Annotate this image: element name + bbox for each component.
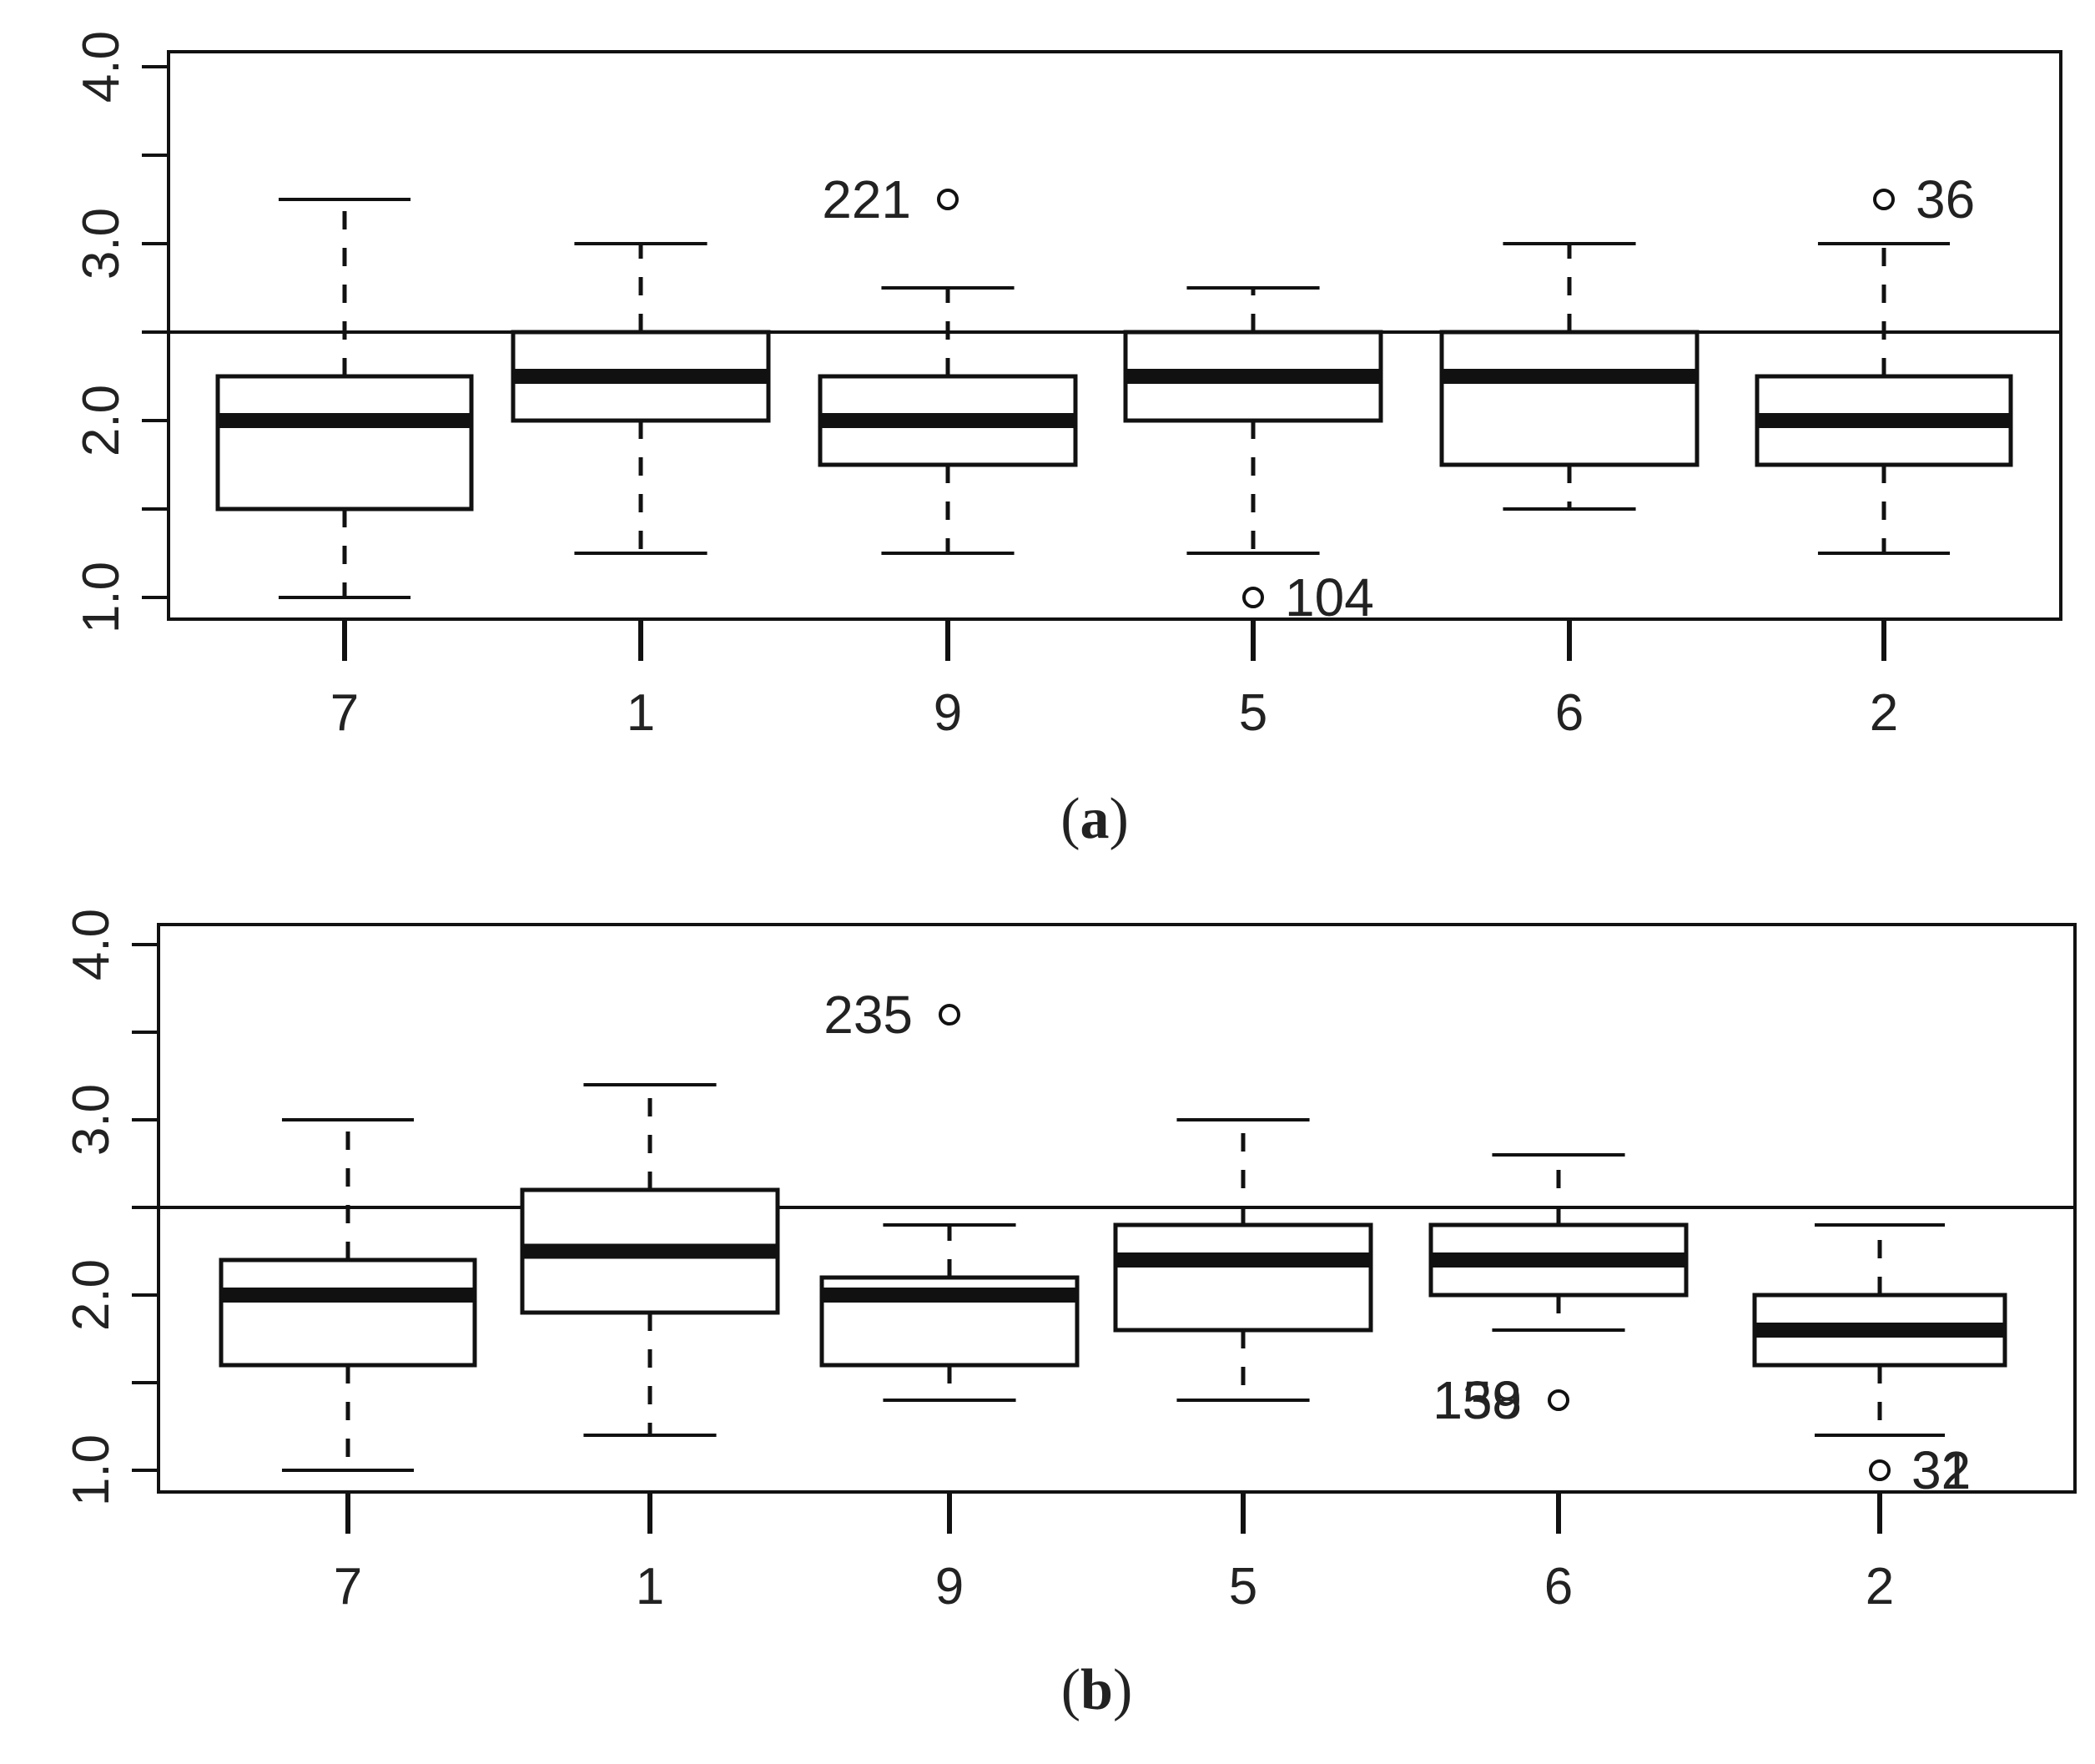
outlier-label: 31 <box>1911 1440 1971 1500</box>
box-5: 5 <box>1113 1118 1373 1615</box>
outlier-label: 104 <box>1285 567 1374 627</box>
panel-label: (b) <box>1061 1658 1133 1722</box>
panel-label: (a) <box>1060 787 1129 851</box>
outlier-label-overlap: 32 <box>1911 1440 1971 1500</box>
outlier-label: 36 <box>1916 169 1975 229</box>
x-tick-label: 7 <box>330 684 359 742</box>
x-tick-label: 2 <box>1870 684 1898 742</box>
box-rect <box>1113 1222 1373 1333</box>
y-tick-label: 1.0 <box>63 1434 120 1506</box>
outlier-point <box>939 1004 960 1026</box>
outlier-label: 138 <box>1433 1370 1522 1430</box>
panel-a: 1.0 2.0 3.0 4.0 7 1 9 5 6 2 221 104 36 (a) <box>73 31 2062 851</box>
box-7: 7 <box>219 1118 477 1615</box>
y-tick-label: 2.0 <box>63 1259 120 1331</box>
outlier-label: 235 <box>823 985 913 1045</box>
outlier-point <box>937 189 959 210</box>
x-tick-label: 6 <box>1544 1558 1573 1615</box>
x-tick-label: 6 <box>1555 684 1584 742</box>
outlier-235: 235 <box>823 985 960 1045</box>
outlier-label-overlap: 159 <box>1433 1370 1522 1430</box>
box-2: 2 <box>1755 242 2013 742</box>
y-tick-label: 1.0 <box>73 562 130 633</box>
box-1: 1 <box>511 242 771 742</box>
box-rect <box>1439 330 1700 467</box>
box-rect <box>219 1257 477 1368</box>
y-tick-label: 4.0 <box>73 31 130 103</box>
plot-frame <box>167 50 2062 621</box>
box-1: 1 <box>520 1083 780 1615</box>
x-tick-label: 7 <box>334 1558 362 1615</box>
x-tick-label: 1 <box>627 684 655 742</box>
outlier-point <box>1873 189 1895 210</box>
outlier-point <box>1869 1459 1891 1481</box>
x-tick-label: 1 <box>636 1558 664 1615</box>
outlier-label: 221 <box>822 169 911 229</box>
box-9: 9 <box>818 286 1078 742</box>
x-tick-label: 9 <box>934 684 962 742</box>
outlier-104: 104 <box>1242 567 1374 627</box>
outlier-221: 221 <box>822 169 959 229</box>
y-tick-label: 4.0 <box>63 909 120 980</box>
outlier-point <box>1548 1389 1569 1411</box>
box-6: 6 <box>1439 242 1700 742</box>
box-5: 5 <box>1123 286 1383 742</box>
y-tick-label: 3.0 <box>73 208 130 280</box>
x-tick-label: 5 <box>1239 684 1267 742</box>
box-rect <box>215 374 474 512</box>
outlier-36: 36 <box>1873 169 1975 229</box>
x-tick-label: 5 <box>1229 1558 1257 1615</box>
y-tick-label: 2.0 <box>73 385 130 456</box>
x-tick-label: 9 <box>935 1558 964 1615</box>
outlier-point <box>1242 587 1264 608</box>
y-tick-label: 3.0 <box>63 1084 120 1156</box>
box-7: 7 <box>215 198 474 742</box>
box-6: 6 <box>1428 1153 1689 1615</box>
x-tick-label: 2 <box>1866 1558 1894 1615</box>
box-2: 2 <box>1752 1223 2007 1615</box>
box-9: 9 <box>819 1223 1080 1615</box>
